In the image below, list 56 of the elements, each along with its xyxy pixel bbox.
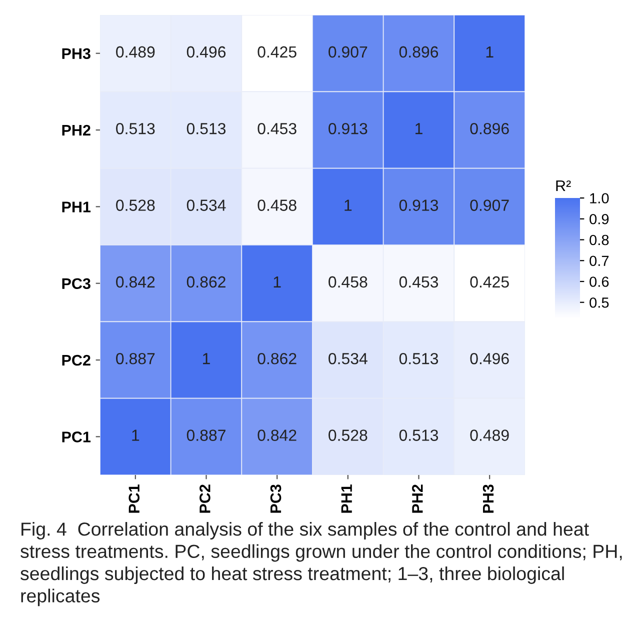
- data-label: 0.513: [186, 122, 226, 134]
- data-label: 0.913: [328, 122, 368, 134]
- data-label: 0.489: [116, 46, 155, 58]
- data-label: 0.489: [470, 430, 509, 441]
- data-label: 0.907: [470, 200, 509, 211]
- data-label: 0.425: [470, 276, 509, 288]
- color-bar-title: R²: [556, 180, 571, 192]
- data-label: 0.513: [116, 122, 155, 134]
- data-label: 0.887: [116, 352, 155, 364]
- y-tick-label: PC3: [62, 278, 90, 290]
- color-bar-label: 0.9: [590, 214, 609, 224]
- color-bar-label: 1.0: [590, 193, 609, 204]
- y-tick-label: PH3: [62, 48, 90, 60]
- data-label: 0.534: [186, 200, 226, 211]
- x-tick-label: PC3: [270, 484, 282, 513]
- data-label: 0.453: [399, 276, 438, 288]
- x-tick-label: PH3: [482, 484, 494, 513]
- data-label: 0.896: [470, 122, 509, 134]
- data-label: 0.862: [186, 276, 226, 288]
- color-bar-label: 0.6: [590, 276, 609, 287]
- data-label: 0.842: [116, 276, 155, 288]
- x-tick-label: PC1: [128, 484, 140, 513]
- y-tick-label: PH1: [62, 202, 91, 212]
- data-label: 1: [416, 123, 422, 134]
- data-label: 0.425: [258, 46, 296, 58]
- y-tick-label: PC2: [62, 354, 90, 366]
- color-bar-label: 0.8: [590, 234, 609, 246]
- data-label: 0.842: [258, 430, 296, 441]
- color-bar-label: 0.5: [590, 297, 609, 308]
- data-label: 0.913: [399, 200, 438, 211]
- data-label: 0.453: [258, 122, 296, 134]
- data-label: 0.458: [328, 276, 368, 288]
- y-tick-label: PH2: [62, 124, 90, 136]
- data-label: 0.496: [470, 352, 509, 364]
- x-tick-label: PC2: [200, 484, 210, 513]
- data-label: 1: [132, 430, 140, 441]
- data-label: 0.513: [399, 430, 438, 441]
- data-label: 0.907: [328, 46, 368, 58]
- caption: Fig. 4 Correlation analysis of the six samples of the control and heat stress treatments. PC, seedlings grown under the control conditions; PH, seedlings subjected to heat stress treatment; 1–3, three biological replicates: [20, 522, 622, 606]
- data-label: 1: [274, 276, 281, 288]
- data-label: 0.496: [186, 46, 226, 58]
- y-tick-label: PC1: [62, 432, 91, 442]
- data-label: 0.528: [328, 430, 368, 441]
- x-tick-label: PH1: [341, 484, 352, 513]
- data-label: 0.896: [399, 46, 438, 58]
- data-label: 1: [344, 200, 352, 211]
- x-tick-label: PH2: [412, 484, 423, 513]
- data-label: 0.887: [186, 430, 226, 441]
- data-label: 0.534: [328, 352, 368, 364]
- data-label: 0.513: [399, 352, 438, 364]
- data-label: 0.458: [258, 200, 296, 211]
- color-bar-label: 0.7: [590, 256, 609, 266]
- data-label: 1: [486, 46, 494, 58]
- data-label: 0.528: [116, 200, 155, 211]
- data-label: 0.862: [258, 352, 296, 364]
- data-label: 1: [203, 353, 210, 364]
